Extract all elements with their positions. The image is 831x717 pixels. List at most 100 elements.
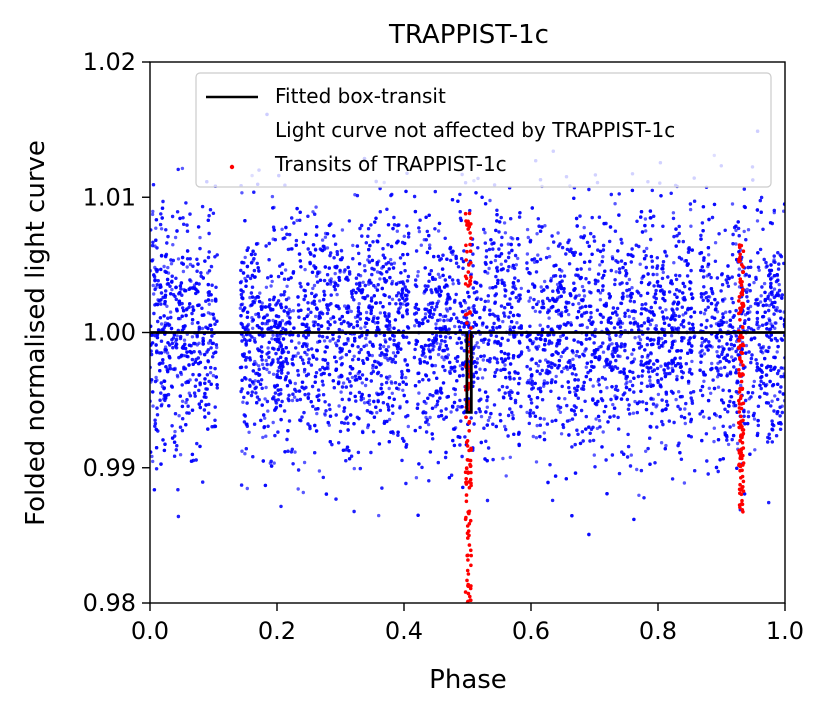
data-point [335,292,339,297]
data-point [241,334,246,339]
data-point [770,399,774,403]
data-point [543,224,547,228]
data-point [165,304,169,308]
data-point [534,436,539,440]
data-point [571,357,575,361]
data-point [598,263,602,267]
data-point [529,377,533,381]
data-point [313,314,318,319]
data-point [742,229,746,234]
data-point [631,411,636,415]
data-point [702,415,706,419]
data-point [726,442,731,447]
data-point [314,205,318,209]
data-point [702,312,707,316]
data-point [312,283,317,288]
data-point [773,326,777,330]
data-point [206,311,211,315]
data-point [150,454,154,459]
data-point [151,404,155,408]
data-point [752,417,757,421]
data-point [285,284,289,288]
data-point [295,218,299,223]
data-point [702,379,706,383]
data-point [707,386,711,390]
data-point [655,272,659,277]
data-point [724,310,728,314]
data-point [339,248,343,253]
data-point [323,412,327,416]
data-point [364,310,369,315]
data-point [278,334,282,338]
data-point [436,352,441,357]
data-point [419,243,423,247]
data-point [311,210,315,214]
data-point [446,353,451,357]
data-point [305,352,309,357]
data-point [444,307,449,311]
data-point [434,322,438,326]
data-point [675,374,679,379]
data-point [542,384,546,388]
data-point [625,294,630,298]
data-point [635,467,639,472]
data-point [445,318,450,322]
data-point [363,383,368,388]
data-point [290,398,295,403]
data-point [170,287,174,292]
data-point [601,430,605,434]
data-point [264,285,269,289]
data-point [509,236,513,240]
data-point [614,270,618,274]
data-point [442,358,446,362]
data-point [387,417,392,422]
data-point [528,296,533,300]
data-point [534,460,539,464]
data-point [190,321,194,326]
data-point [151,459,155,464]
data-point [533,309,538,313]
data-point [303,267,307,272]
data-point [595,426,600,431]
data-point [628,379,633,384]
data-point [515,321,519,325]
data-point [584,365,588,369]
data-point [264,358,268,363]
data-point [707,295,712,299]
data-point [757,268,761,272]
data-point [263,397,267,401]
data-point [340,228,345,232]
data-point [350,375,355,380]
data-point [180,399,185,403]
data-point [487,266,491,271]
data-point [327,423,331,427]
data-point [739,383,743,388]
data-point [479,414,484,419]
data-point [611,402,615,407]
data-point [378,277,382,281]
data-point [506,242,511,246]
data-point [370,353,374,358]
data-point [598,298,603,302]
data-point [391,351,396,355]
data-point [325,246,330,250]
data-point [546,246,550,251]
data-point [715,350,719,354]
data-point [159,227,164,231]
data-point [185,265,189,269]
data-point [359,326,363,330]
data-point [269,284,273,288]
data-point [756,326,760,331]
data-point [208,371,213,375]
data-point [478,367,482,371]
data-point [656,392,661,397]
data-point [488,415,492,420]
data-point [210,298,214,303]
data-point [537,344,541,349]
data-point [260,301,264,305]
data-point [632,316,636,321]
data-point [270,337,274,341]
data-point [362,264,367,268]
data-point [428,243,432,247]
